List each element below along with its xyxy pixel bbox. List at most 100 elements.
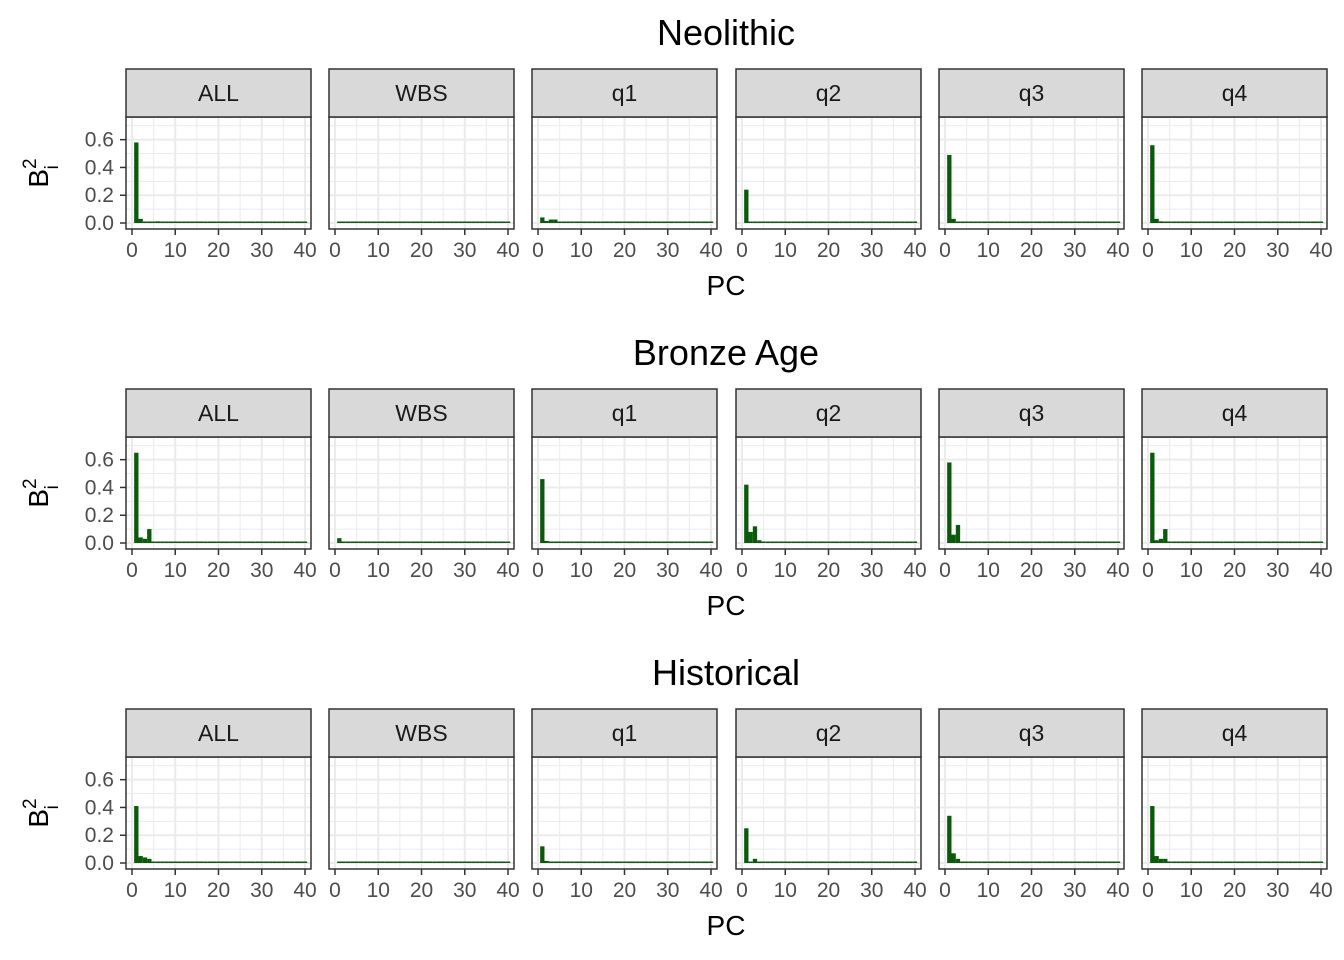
bar	[895, 541, 900, 543]
x-tick-label: 10	[977, 239, 1000, 262]
bar	[415, 541, 420, 543]
bar	[630, 221, 636, 223]
y-tick-label: 0.6	[85, 769, 114, 792]
bar	[427, 221, 433, 223]
bar	[1266, 221, 1272, 223]
x-tick-label: 20	[613, 879, 636, 902]
x-tick-label: 20	[1223, 559, 1246, 582]
bar	[986, 861, 991, 863]
bar	[1318, 221, 1324, 223]
bar	[778, 861, 784, 863]
bar	[791, 221, 797, 223]
bar	[1305, 541, 1311, 543]
bar	[203, 541, 208, 543]
bar	[190, 541, 195, 543]
bar	[674, 541, 679, 543]
bar	[1098, 221, 1103, 223]
bar	[1288, 541, 1293, 543]
bar	[479, 221, 485, 223]
bar	[1081, 221, 1086, 223]
facet-strip	[938, 68, 1125, 118]
bar	[294, 861, 299, 863]
x-tick-label: 10	[570, 559, 593, 582]
bar	[964, 541, 969, 543]
bar	[1089, 541, 1095, 543]
bar	[212, 861, 217, 863]
y-tick-label: 0.0	[85, 212, 114, 235]
bar	[895, 221, 900, 223]
bar	[229, 221, 234, 223]
y-axis-title-base: B	[23, 489, 54, 508]
bar	[882, 861, 887, 863]
bar	[626, 541, 631, 543]
bar	[596, 541, 601, 543]
bar	[652, 541, 657, 543]
bar	[419, 861, 424, 863]
bar	[1253, 861, 1259, 863]
facet-strip	[125, 388, 312, 438]
bar	[886, 861, 892, 863]
bar	[216, 541, 221, 543]
bar	[1189, 861, 1194, 863]
bar	[1171, 861, 1177, 863]
bar	[574, 861, 580, 863]
bar	[445, 221, 450, 223]
bar	[804, 221, 810, 223]
bar	[471, 221, 476, 223]
bar	[865, 221, 870, 223]
bar	[164, 541, 169, 543]
y-axis-title: B2i	[20, 158, 63, 187]
bar	[990, 541, 995, 543]
bar	[752, 221, 758, 223]
bar	[492, 221, 498, 223]
bar	[908, 861, 913, 863]
bar	[1228, 541, 1233, 543]
bar	[358, 221, 364, 223]
bar	[826, 541, 831, 543]
bar	[212, 221, 217, 223]
bar	[194, 861, 200, 863]
bar	[1029, 541, 1034, 543]
bar	[791, 861, 797, 863]
bar	[423, 541, 428, 543]
bar	[138, 856, 143, 863]
bar	[886, 221, 892, 223]
bar	[488, 221, 493, 223]
x-tick-label: 0	[329, 239, 341, 262]
bar	[691, 861, 696, 863]
bar	[544, 540, 549, 543]
bar	[488, 861, 493, 863]
bar	[1189, 541, 1194, 543]
y-axis-title-superscript: 2	[20, 158, 41, 169]
bar	[826, 221, 831, 223]
bar	[1219, 541, 1224, 543]
bar	[281, 221, 286, 223]
bar	[839, 221, 844, 223]
bar	[138, 218, 143, 223]
bar	[216, 221, 221, 223]
x-tick-label: 10	[164, 559, 187, 582]
bar	[553, 219, 558, 223]
bar	[479, 861, 485, 863]
bar	[587, 221, 593, 223]
bar	[1012, 221, 1017, 223]
bar	[834, 861, 840, 863]
bar	[1072, 541, 1077, 543]
bar	[341, 221, 346, 223]
bar	[389, 221, 394, 223]
bar	[1262, 861, 1267, 863]
bar	[813, 541, 818, 543]
bar	[363, 541, 368, 543]
bar	[367, 861, 372, 863]
bar	[142, 857, 148, 863]
bar	[298, 861, 303, 863]
x-tick-label: 20	[1020, 879, 1043, 902]
bar	[1059, 861, 1064, 863]
bar	[661, 541, 666, 543]
bar	[796, 541, 801, 543]
bar	[787, 221, 792, 223]
bar	[1154, 856, 1159, 863]
bar	[622, 861, 627, 863]
facet-label: q2	[816, 80, 842, 106]
bar	[233, 221, 238, 223]
